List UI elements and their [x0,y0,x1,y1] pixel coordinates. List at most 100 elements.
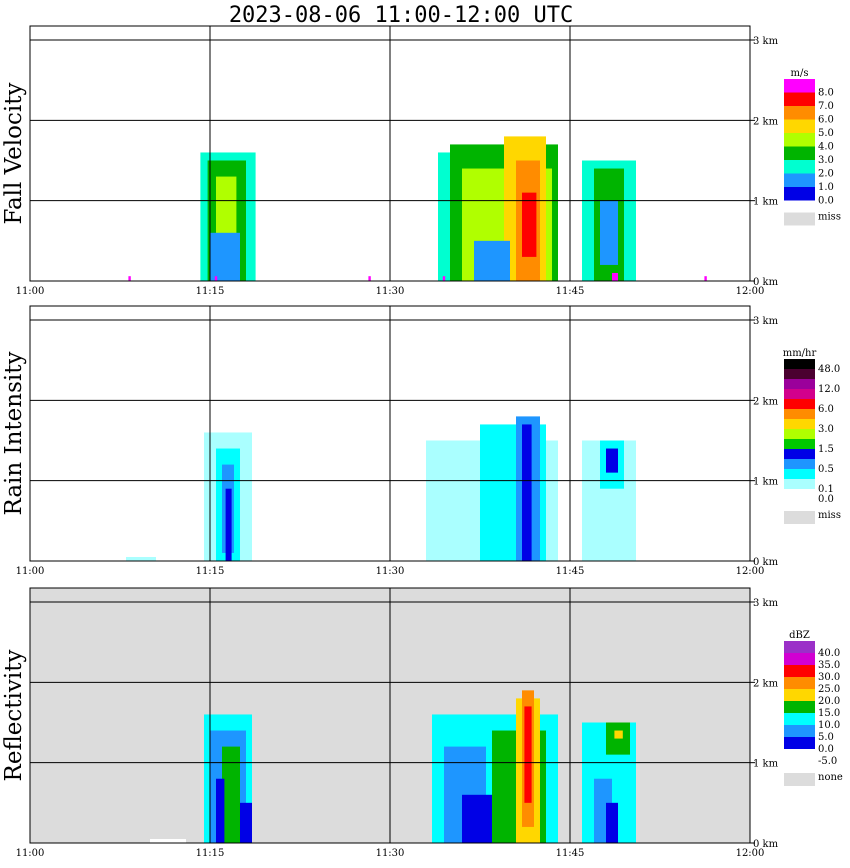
data-cell [368,276,371,281]
colorbar-label: 3.0 [818,155,834,166]
plot-frame [29,587,751,844]
colorbar-swatch [784,409,815,419]
colorbar-missing-label: miss [818,212,841,223]
colorbar-swatch [784,479,815,489]
colorbar-label: 0.5 [818,464,834,475]
data-cell [524,706,532,803]
height-tick-label: 3 km [753,36,779,47]
colorbar-swatch [784,92,815,106]
colorbar-label: 1.5 [818,444,834,455]
time-tick-label: 11:15 [196,286,225,297]
data-cell [210,232,240,281]
data-cell [522,424,532,561]
time-tick-label: 12:00 [736,286,765,297]
time-tick-label: 11:30 [376,286,405,297]
panel-rain-intensity: 0 km 1 km 2 km 3 km 11:00 11:15 11:30 11:45 12:0… [1,305,841,577]
data-cell [606,448,618,473]
colorbar-swatch [784,389,815,399]
colorbar-label: 40.0 [818,648,840,659]
time-tick-label: 11:00 [16,566,45,577]
colorbar-label: 2.0 [818,169,834,180]
colorbar-swatch [784,106,815,120]
colorbar-swatch [784,439,815,449]
time-tick-label: 11:15 [196,566,225,577]
colorbar-swatch [784,146,815,160]
time-tick-label: 11:30 [376,848,405,859]
data-cell [150,838,186,843]
time-tick-label: 11:45 [556,286,585,297]
colorbar-unit: mm/hr [783,348,817,359]
colorbar-label: 0.0 [818,744,834,755]
data-cell [442,276,446,281]
colorbar-swatch [784,653,815,665]
plot-frame [29,305,751,562]
colorbar-label: 4.0 [818,142,834,153]
panel-reflectivity: 0 km 1 km 2 km 3 km 11:00 11:15 11:30 11:45 12:0… [1,587,843,859]
colorbar-swatch [784,713,815,725]
colorbar-swatch [784,677,815,689]
time-tick-label: 12:00 [736,848,765,859]
height-tick-label: 1 km [753,477,779,488]
panel-ylabel: Rain Intensity [1,351,27,515]
data-cell [126,556,156,561]
data-cell [225,488,232,561]
colorbar-swatch [784,187,815,201]
data-cell [240,802,252,843]
panel-ylabel: Reflectivity [1,650,27,782]
colorbar-missing-swatch [784,773,815,786]
colorbar-swatch [784,160,815,174]
colorbar-swatch [784,665,815,677]
height-tick-label: 2 km [753,678,779,689]
colorbar-label: 5.0 [818,732,834,743]
colorbar-swatch [784,641,815,653]
colorbar-label: 10.0 [818,720,840,731]
colorbar-missing-label: miss [818,510,841,521]
colorbar-label: 0.0 [818,196,834,207]
time-tick-label: 11:00 [16,848,45,859]
colorbar-swatch [784,459,815,469]
colorbar-swatch [784,369,815,379]
colorbar-label: 3.0 [818,424,834,435]
time-tick-label: 11:00 [16,286,45,297]
colorbar-label: 12.0 [818,384,840,395]
colorbar-swatch [784,359,815,369]
data-cell [522,192,537,257]
colorbar-swatch [784,489,815,499]
plot-frame [29,25,751,282]
colorbar-swatch [784,701,815,713]
data-cell [128,276,131,281]
height-tick-label: 1 km [753,197,779,208]
colorbar-missing-swatch [784,212,815,226]
colorbar-swatch [784,399,815,409]
time-tick-label: 11:30 [376,566,405,577]
time-tick-label: 12:00 [736,566,765,577]
data-cell [614,730,623,739]
time-tick-label: 11:15 [196,848,225,859]
colorbar-swatch [784,737,815,749]
height-tick-label: 3 km [753,598,779,609]
colorbar-label: 25.0 [818,684,840,695]
height-tick-label: 1 km [753,759,779,770]
time-tick-label: 11:45 [556,566,585,577]
time-tick-label: 11:45 [556,848,585,859]
height-tick-label: 2 km [753,116,779,127]
height-tick-label: 3 km [753,316,779,327]
colorbar-swatch [784,725,815,737]
colorbar-swatch [784,119,815,133]
chart-title: 2023-08-06 11:00-12:00 UTC [229,3,573,28]
colorbar-swatch [784,173,815,187]
colorbar-label: 7.0 [818,101,834,112]
colorbar-swatch [784,449,815,459]
colorbar-swatch [784,419,815,429]
colorbar-swatch [784,469,815,479]
panel-fall-velocity: 0 km 1 km 2 km 3 km 11:00 11:15 11:30 11:45 12:0… [1,25,841,297]
colorbar-swatch [784,79,815,93]
colorbar-label: 35.0 [818,660,840,671]
height-tick-label: 0 km [753,557,779,568]
colorbar-label: 0.0 [818,494,834,505]
colorbar-swatch [784,689,815,701]
colorbar-label: -5.0 [818,756,837,767]
colorbar-label: 0.1 [818,484,834,495]
height-tick-label: 2 km [753,396,779,407]
data-cell [214,276,218,281]
